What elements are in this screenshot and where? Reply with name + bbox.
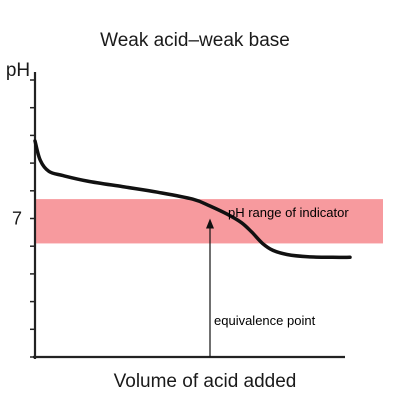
y-axis-label: pH [6, 60, 30, 81]
band-label: pH range of indicator [228, 205, 349, 220]
x-axis-label: Volume of acid added [114, 371, 297, 392]
titration-curve [33, 139, 352, 260]
equivalence-label: equivalence point [214, 313, 316, 328]
chart-title: Weak acid–weak base [100, 30, 290, 51]
y-tick-label: 7 [12, 209, 22, 229]
equivalence-arrow-head [206, 218, 214, 229]
